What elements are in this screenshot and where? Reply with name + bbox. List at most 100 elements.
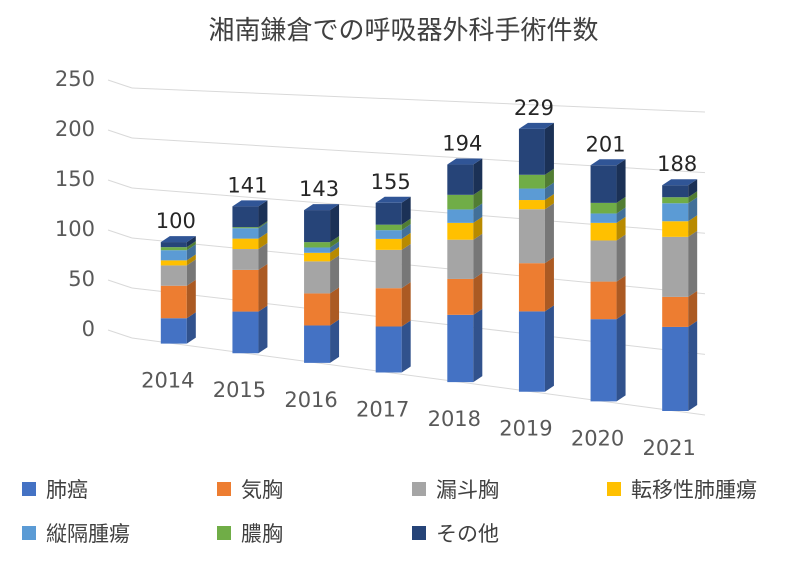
bar-segment xyxy=(375,196,411,225)
bar-segment xyxy=(232,221,268,229)
legend-item: 縦隔腫瘍 xyxy=(22,518,130,548)
bar-segment xyxy=(447,233,483,279)
bar-stack-2021 xyxy=(662,179,698,411)
legend-label: 肺癌 xyxy=(46,478,88,502)
bar-segment xyxy=(518,122,554,175)
legend-swatch xyxy=(217,482,231,496)
bar-segment xyxy=(590,207,626,223)
bar-segment xyxy=(662,320,698,411)
bar-segment xyxy=(447,308,483,383)
bar-top xyxy=(447,158,483,165)
bar-segment xyxy=(232,305,268,354)
bar-stack-2019 xyxy=(518,122,554,392)
legend-item: その他 xyxy=(412,518,499,548)
legend-label: 転移性肺腫瘍 xyxy=(631,478,757,502)
legend-item: 転移性肺腫瘍 xyxy=(607,474,757,504)
bar-segment xyxy=(375,320,411,373)
bar-segment xyxy=(304,319,340,363)
bar-top xyxy=(662,179,698,186)
y-tick-label: 100 xyxy=(55,217,95,241)
bar-segment xyxy=(447,188,483,210)
bar-segment xyxy=(232,232,268,250)
bar-segment xyxy=(375,282,411,327)
bar-segment xyxy=(160,279,196,319)
bar-segment xyxy=(518,194,554,210)
x-tick-label: 2015 xyxy=(213,378,266,402)
total-label: 143 xyxy=(299,177,339,201)
bar-segment xyxy=(447,216,483,240)
bar-stack-2016 xyxy=(304,204,340,363)
legend-label: その他 xyxy=(436,522,499,546)
bar-segment xyxy=(160,244,196,261)
bar-segment xyxy=(662,197,698,222)
bar-segment xyxy=(375,243,411,289)
x-axis-ticks: 2014 2015 2016 2017 2018 2019 2020 2021 xyxy=(141,369,696,460)
bar-segment xyxy=(518,257,554,312)
legend-swatch xyxy=(217,526,231,540)
bar-segment xyxy=(447,272,483,315)
bar-segment xyxy=(590,313,626,402)
legend-item: 肺癌 xyxy=(22,474,88,504)
bar-segment xyxy=(304,204,340,243)
legend-swatch xyxy=(412,526,426,540)
bar-segment xyxy=(518,203,554,264)
bar-segment xyxy=(590,196,626,214)
legend-item: 気胸 xyxy=(217,474,283,504)
bar-segment xyxy=(304,246,340,262)
y-tick-label: 0 xyxy=(82,317,95,341)
bar-top xyxy=(304,204,340,211)
x-tick-label: 2019 xyxy=(499,417,552,441)
total-label: 141 xyxy=(227,173,267,197)
legend-label: 気胸 xyxy=(241,478,283,502)
legend-label: 縦隔腫瘍 xyxy=(46,522,130,546)
bar-segment xyxy=(232,263,268,312)
bar-segment xyxy=(232,200,268,228)
bar-stack-2020 xyxy=(590,159,626,402)
total-label: 100 xyxy=(156,209,196,233)
bar-segment xyxy=(447,203,483,223)
bar-segment xyxy=(518,168,554,189)
x-tick-label: 2020 xyxy=(571,426,624,450)
bar-segment xyxy=(662,215,698,237)
bar-segment xyxy=(662,191,698,204)
bar-segment xyxy=(304,241,340,253)
y-tick-label: 250 xyxy=(55,67,95,91)
legend-label: 膿胸 xyxy=(241,522,283,546)
total-label: 201 xyxy=(586,132,626,156)
bar-segment xyxy=(662,179,698,198)
gridline xyxy=(131,87,706,113)
total-label: 229 xyxy=(514,96,554,120)
legend-swatch xyxy=(22,526,36,540)
legend-item: 漏斗胸 xyxy=(412,474,499,504)
legend-item: 膿胸 xyxy=(217,518,283,548)
bars xyxy=(160,122,698,411)
bar-top xyxy=(375,196,411,203)
total-label: 155 xyxy=(371,170,411,194)
bar-segment xyxy=(518,305,554,392)
x-tick-label: 2014 xyxy=(141,369,194,393)
bar-segment xyxy=(590,275,626,320)
y-tick-label: 200 xyxy=(55,117,95,141)
bar-segment xyxy=(590,216,626,241)
bar-top xyxy=(160,236,196,243)
bar-segment xyxy=(375,224,411,239)
bar-segment xyxy=(160,254,196,266)
bar-segment xyxy=(232,243,268,270)
total-label: 188 xyxy=(657,152,697,176)
y-axis-ticks: 0 50 100 150 200 250 xyxy=(55,67,95,341)
bar-segment xyxy=(590,234,626,282)
bar-segment xyxy=(590,159,626,203)
bar-segment xyxy=(375,218,411,231)
bar-stack-2015 xyxy=(232,200,268,354)
bar-stack-2014 xyxy=(160,236,196,344)
total-labels: 100 141 143 155 194 229 201 188 xyxy=(156,96,697,233)
x-tick-label: 2021 xyxy=(642,436,695,460)
x-tick-label: 2017 xyxy=(356,397,409,421)
bar-segment xyxy=(447,158,483,195)
legend-label: 漏斗胸 xyxy=(436,478,499,502)
bar-segment xyxy=(160,236,196,248)
bar-top xyxy=(232,200,268,207)
bar-top xyxy=(518,122,554,129)
legend-swatch xyxy=(412,482,426,496)
bar-segment xyxy=(160,312,196,344)
